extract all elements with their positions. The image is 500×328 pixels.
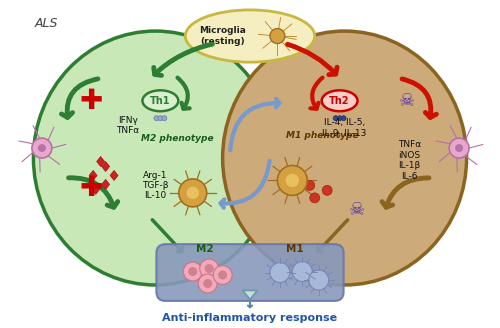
Circle shape bbox=[286, 174, 299, 187]
Polygon shape bbox=[92, 184, 100, 195]
Ellipse shape bbox=[34, 31, 278, 285]
Circle shape bbox=[162, 116, 167, 121]
Circle shape bbox=[322, 185, 332, 195]
Text: M2: M2 bbox=[196, 244, 214, 254]
Text: Anti-inflammatory response: Anti-inflammatory response bbox=[162, 313, 338, 323]
Text: ✚: ✚ bbox=[79, 174, 102, 202]
Ellipse shape bbox=[322, 90, 358, 111]
Circle shape bbox=[278, 166, 308, 195]
Text: M1: M1 bbox=[286, 244, 304, 254]
Text: ALS: ALS bbox=[34, 17, 58, 30]
Text: IL-4, IL-5,
IL-9, IL-13: IL-4, IL-5, IL-9, IL-13 bbox=[322, 118, 367, 138]
FancyBboxPatch shape bbox=[156, 244, 344, 301]
Circle shape bbox=[158, 116, 163, 121]
Text: TNFα
iNOS
IL-1β
IL-6: TNFα iNOS IL-1β IL-6 bbox=[398, 140, 421, 181]
Ellipse shape bbox=[222, 31, 466, 285]
Polygon shape bbox=[102, 161, 110, 172]
Polygon shape bbox=[96, 156, 104, 167]
Circle shape bbox=[198, 274, 217, 293]
Polygon shape bbox=[89, 171, 97, 180]
Circle shape bbox=[154, 116, 159, 121]
Circle shape bbox=[38, 144, 46, 152]
Text: Microglia
(resting): Microglia (resting) bbox=[199, 26, 246, 46]
Text: M2 phenotype: M2 phenotype bbox=[142, 133, 214, 143]
Polygon shape bbox=[242, 291, 258, 299]
Text: Th1: Th1 bbox=[150, 96, 171, 106]
Text: ☠: ☠ bbox=[399, 92, 415, 110]
Circle shape bbox=[188, 267, 197, 276]
Circle shape bbox=[305, 180, 314, 190]
Circle shape bbox=[455, 144, 463, 152]
Circle shape bbox=[200, 259, 218, 278]
Circle shape bbox=[32, 138, 52, 158]
Ellipse shape bbox=[142, 90, 178, 111]
Circle shape bbox=[218, 271, 227, 279]
Text: Arg-1
TGF-β
IL-10: Arg-1 TGF-β IL-10 bbox=[142, 171, 169, 200]
Circle shape bbox=[186, 187, 199, 199]
Circle shape bbox=[337, 116, 342, 121]
Text: M1 phenotype: M1 phenotype bbox=[286, 131, 358, 140]
Text: IFNγ
TNFα: IFNγ TNFα bbox=[116, 116, 140, 135]
Circle shape bbox=[179, 179, 206, 207]
Circle shape bbox=[270, 29, 285, 44]
Circle shape bbox=[204, 264, 214, 273]
Text: ✚: ✚ bbox=[79, 87, 102, 115]
Text: Th2: Th2 bbox=[330, 96, 350, 106]
Circle shape bbox=[449, 138, 469, 158]
Circle shape bbox=[213, 266, 232, 284]
Circle shape bbox=[333, 116, 338, 121]
Circle shape bbox=[341, 116, 346, 121]
Circle shape bbox=[184, 262, 202, 281]
Ellipse shape bbox=[186, 10, 314, 62]
Polygon shape bbox=[102, 179, 110, 189]
Circle shape bbox=[203, 279, 212, 288]
Text: ☠: ☠ bbox=[349, 201, 365, 219]
Circle shape bbox=[292, 262, 312, 281]
Circle shape bbox=[270, 263, 290, 282]
Polygon shape bbox=[110, 171, 118, 180]
Circle shape bbox=[309, 270, 328, 290]
Circle shape bbox=[310, 193, 320, 203]
